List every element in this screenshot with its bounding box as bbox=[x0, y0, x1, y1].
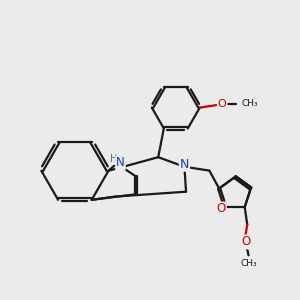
Text: H: H bbox=[110, 154, 118, 164]
Text: N: N bbox=[180, 158, 189, 171]
Text: O: O bbox=[217, 202, 226, 215]
Text: CH₃: CH₃ bbox=[240, 259, 257, 268]
Text: O: O bbox=[218, 99, 226, 109]
Text: N: N bbox=[116, 156, 125, 170]
Text: O: O bbox=[242, 236, 251, 248]
Text: CH₃: CH₃ bbox=[241, 99, 258, 108]
